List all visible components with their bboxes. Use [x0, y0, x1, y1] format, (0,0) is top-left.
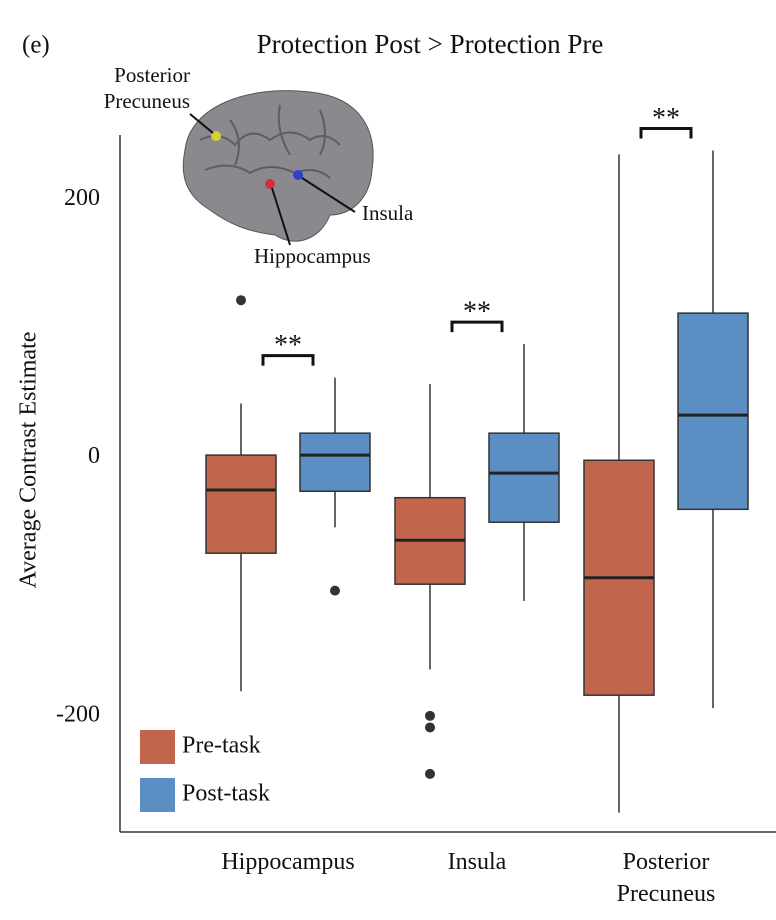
box	[205, 454, 277, 554]
pointer	[189, 113, 214, 134]
significance-label: **	[463, 297, 491, 328]
outlier	[236, 295, 246, 306]
legend-label: Post-task	[182, 781, 270, 807]
y-tick-label: 200	[64, 185, 100, 211]
x-tick-label: Hippocampus	[221, 849, 355, 875]
significance-bracket	[639, 126, 693, 139]
brain-inset: Insula Hippocampus	[182, 90, 414, 268]
outlier	[425, 768, 435, 779]
significance-label: **	[274, 330, 302, 361]
panel-label: (e)	[22, 32, 50, 59]
inset-label: Hippocampus	[254, 244, 371, 268]
y-tick-label: 0	[88, 443, 100, 469]
legend-label: Pre-task	[182, 733, 261, 759]
legend-swatch	[140, 730, 175, 764]
x-tick-label: Posterior Precuneus	[616, 849, 716, 907]
box	[488, 432, 560, 523]
inset-label: Posterior Precuneus	[103, 63, 190, 113]
inset-label: Insula	[362, 201, 414, 225]
outlier	[330, 585, 340, 596]
x-tick-label: Insula	[447, 849, 507, 875]
pointer	[301, 177, 356, 213]
significance-label: **	[652, 103, 680, 134]
significance-bracket	[261, 354, 315, 366]
legend-swatch	[140, 778, 175, 812]
outlier	[425, 710, 435, 721]
precuneus-dot	[211, 131, 221, 141]
y-axis-label: Average Contrast Estimate	[16, 332, 42, 589]
outlier	[425, 722, 435, 733]
pointer	[271, 187, 291, 246]
y-tick-label: -200	[56, 701, 100, 727]
significance-bracket	[450, 320, 504, 333]
chart-title: Protection Post > Protection Pre	[257, 29, 604, 59]
box	[677, 312, 749, 511]
insula-dot	[293, 170, 303, 180]
hippocampus-dot	[265, 179, 275, 189]
box	[299, 432, 371, 492]
brain-folds	[199, 104, 341, 179]
